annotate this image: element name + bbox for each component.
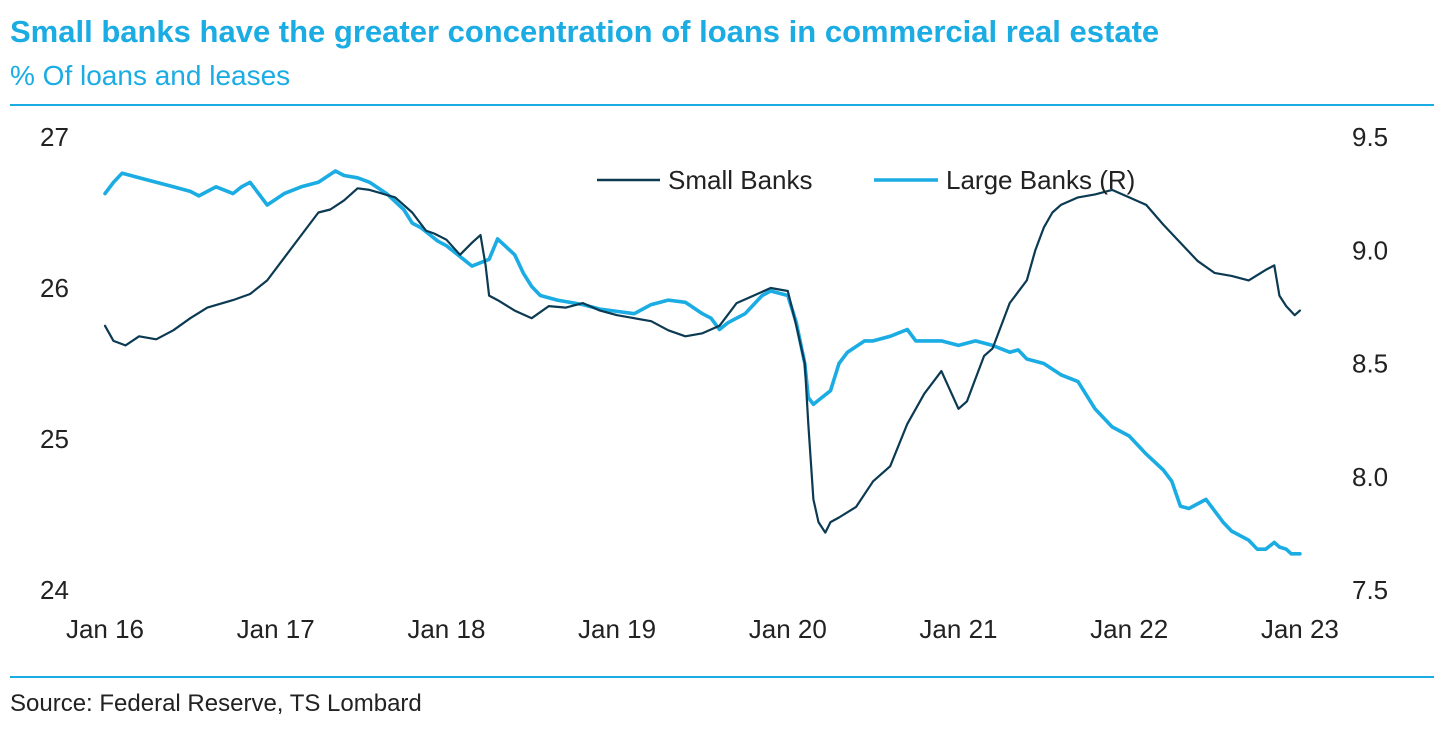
y-left-tick-label: 27: [40, 122, 69, 152]
y-right-tick-label: 9.5: [1352, 122, 1388, 152]
x-tick-label: Jan 18: [407, 614, 485, 644]
top-divider: [10, 104, 1434, 106]
y-right-tick-label: 9.0: [1352, 235, 1388, 265]
y-left-tick-label: 24: [40, 575, 69, 605]
legend-item-large-banks: Large Banks (R): [874, 165, 1135, 195]
series-layer: [103, 169, 1302, 556]
y-left-tick-label: 26: [40, 273, 69, 303]
legend-item-small-banks: Small Banks: [597, 165, 813, 195]
x-tick-label: Jan 21: [919, 614, 997, 644]
source-note: Source: Federal Reserve, TS Lombard: [10, 690, 422, 717]
x-axis: Jan 16 Jan 17 Jan 18 Jan 19 Jan 20 Jan 21 Jan …: [66, 614, 1339, 644]
chart-subtitle: % Of loans and leases: [10, 60, 291, 91]
x-tick-label: Jan 19: [578, 614, 656, 644]
y-right-tick-label: 8.5: [1352, 349, 1388, 379]
y-axis-left: 24 25 26 27: [40, 122, 69, 605]
x-tick-label: Jan 20: [749, 614, 827, 644]
y-right-tick-label: 7.5: [1352, 575, 1388, 605]
chart-title: Small banks have the greater concentrati…: [10, 14, 1160, 49]
series-line-small-banks: [103, 187, 1302, 534]
legend-label: Large Banks (R): [946, 165, 1135, 195]
x-tick-label: Jan 22: [1090, 614, 1168, 644]
x-tick-label: Jan 17: [237, 614, 315, 644]
legend: Small Banks Large Banks (R): [597, 165, 1135, 195]
y-left-tick-label: 25: [40, 424, 69, 454]
bottom-divider: [10, 676, 1434, 678]
y-right-tick-label: 8.0: [1352, 462, 1388, 492]
series-line-large-banks: [103, 169, 1302, 556]
y-axis-right: 7.5 8.0 8.5 9.0 9.5: [1352, 122, 1388, 605]
x-tick-label: Jan 23: [1261, 614, 1339, 644]
legend-label: Small Banks: [668, 165, 813, 195]
x-tick-label: Jan 16: [66, 614, 144, 644]
